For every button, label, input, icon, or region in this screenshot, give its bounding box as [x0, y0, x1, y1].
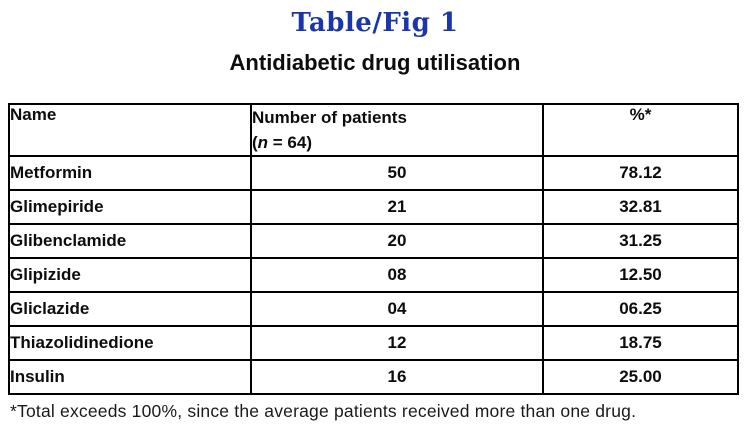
cell-patient-count: 50	[250, 155, 544, 191]
cell-patient-count: 04	[250, 291, 544, 327]
cell-drug-name: Insulin	[8, 359, 252, 395]
cell-percent: 78.12	[542, 155, 739, 191]
table-row: Insulin 16 25.00	[8, 359, 739, 395]
cell-patient-count: 20	[250, 223, 544, 259]
table-header-row: Name Number of patients (n = 64) %*	[8, 103, 739, 157]
figure-title: Table/Fig 1	[291, 8, 459, 38]
table-row: Metformin 50 78.12	[8, 155, 739, 191]
cell-drug-name: Metformin	[8, 155, 252, 191]
table-row: Gliclazide 04 06.25	[8, 291, 739, 327]
cell-percent: 25.00	[542, 359, 739, 395]
table-footnote: *Total exceeds 100%, since the average p…	[10, 401, 637, 421]
cell-drug-name: Glibenclamide	[8, 223, 252, 259]
column-header-name: Name	[8, 103, 252, 157]
column-header-patients-line1: Number of patients	[252, 108, 407, 127]
cell-percent: 06.25	[542, 291, 739, 327]
figure-subtitle: Antidiabetic drug utilisation	[229, 50, 521, 75]
drug-utilisation-table: Name Number of patients (n = 64) %* Metf…	[8, 103, 739, 395]
table-row: Thiazolidinedione 12 18.75	[8, 325, 739, 361]
table-row: Glipizide 08 12.50	[8, 257, 739, 293]
cell-drug-name: Glipizide	[8, 257, 252, 293]
cell-percent: 18.75	[542, 325, 739, 361]
cell-drug-name: Thiazolidinedione	[8, 325, 252, 361]
column-header-percent: %*	[542, 103, 739, 157]
cell-drug-name: Glimepiride	[8, 189, 252, 225]
table-row: Glimepiride 21 32.81	[8, 189, 739, 225]
cell-patient-count: 12	[250, 325, 544, 361]
cell-percent: 31.25	[542, 223, 739, 259]
cell-percent: 12.50	[542, 257, 739, 293]
column-header-patients: Number of patients (n = 64)	[250, 103, 544, 157]
table-row: Glibenclamide 20 31.25	[8, 223, 739, 259]
cell-patient-count: 21	[250, 189, 544, 225]
cell-patient-count: 08	[250, 257, 544, 293]
cell-patient-count: 16	[250, 359, 544, 395]
column-header-patients-line2: (n = 64)	[252, 133, 313, 152]
cell-drug-name: Gliclazide	[8, 291, 252, 327]
cell-percent: 32.81	[542, 189, 739, 225]
